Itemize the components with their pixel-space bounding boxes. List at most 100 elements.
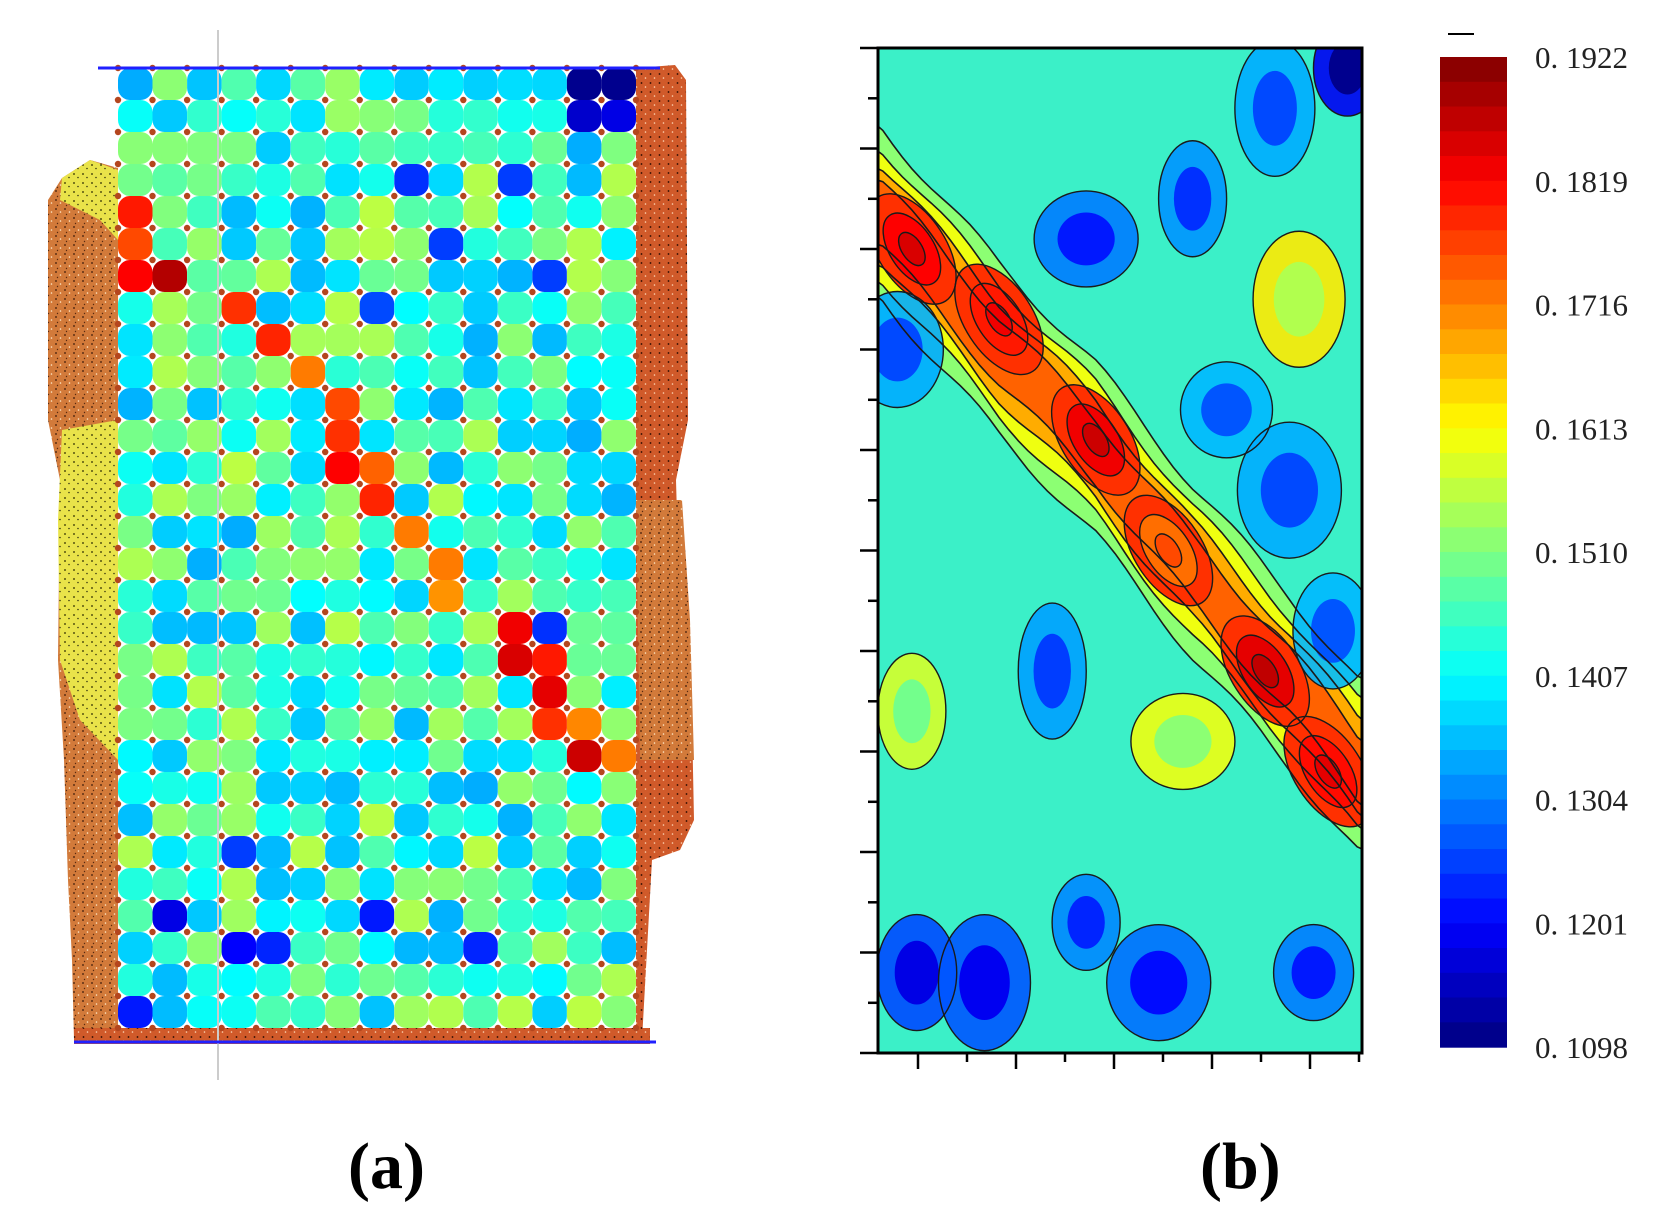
grid-node [218, 288, 225, 296]
cell [152, 932, 187, 964]
cell [118, 132, 153, 164]
cell [152, 292, 187, 324]
cell [497, 452, 533, 484]
cell [256, 516, 291, 548]
cell [566, 228, 602, 260]
cell [118, 420, 153, 452]
cell [256, 228, 291, 260]
grid-node [529, 160, 536, 168]
grid-node [425, 736, 432, 744]
grid-node [632, 736, 640, 744]
cell [290, 420, 326, 452]
cell [359, 388, 395, 420]
grid-node [632, 352, 640, 360]
grid-node [529, 640, 536, 648]
grid-node [632, 576, 640, 584]
grid-node [425, 288, 432, 296]
grid-node [287, 928, 294, 936]
grid-node [598, 256, 605, 264]
contour-line [937, 913, 1032, 1052]
grid-node [287, 160, 294, 168]
cell [290, 356, 326, 388]
grid-node [183, 896, 191, 904]
cell [601, 964, 636, 996]
cell [359, 164, 395, 196]
grid-node [494, 512, 502, 520]
grid-node [529, 416, 536, 424]
grid-node [632, 928, 640, 936]
cell [601, 516, 636, 548]
cell [256, 548, 291, 580]
grid-node [183, 384, 191, 392]
grid-node [218, 256, 225, 264]
grid-node [529, 256, 536, 264]
colorbar-step [1440, 774, 1507, 801]
grid-node [425, 800, 432, 808]
cell [497, 164, 533, 196]
grid-node [149, 864, 156, 872]
colorbar-tick-label: 0. 1716 [1535, 288, 1628, 323]
grid-node [598, 192, 605, 200]
cell [118, 484, 153, 516]
cell [325, 516, 360, 548]
grid-node [425, 320, 432, 328]
grid-node [632, 992, 640, 1000]
grid-node [114, 352, 122, 360]
panel-b-contours [878, 48, 1362, 1052]
cell [221, 996, 257, 1028]
grid-node [460, 608, 467, 616]
cell [566, 580, 602, 612]
contour-line [1272, 923, 1355, 1022]
grid-node [529, 480, 536, 488]
cell [359, 964, 395, 996]
grid-node [322, 256, 329, 264]
grid-node [252, 672, 260, 680]
grid-node [391, 128, 398, 136]
contour-line [1251, 653, 1280, 689]
grid-node [149, 800, 156, 808]
cell [187, 260, 222, 292]
cell [601, 644, 636, 676]
grid-node [252, 416, 260, 424]
cell [325, 676, 360, 708]
cell [118, 644, 153, 676]
contour-line [897, 231, 926, 267]
cell [290, 708, 326, 740]
cell [566, 612, 602, 644]
cell [256, 836, 291, 868]
grid-node [632, 768, 640, 776]
grid-node [149, 512, 156, 520]
grid-node [494, 928, 502, 936]
cell [290, 548, 326, 580]
grid-node [218, 128, 225, 136]
grid-node [149, 576, 156, 584]
grid-node [356, 384, 363, 392]
cell [325, 708, 360, 740]
cell [428, 388, 464, 420]
cell [428, 356, 464, 388]
grid-node [494, 224, 502, 232]
grid-node [563, 960, 571, 968]
grid-node [356, 672, 363, 680]
grid-node [218, 352, 225, 360]
colorbar-tick-label: 0. 1922 [1535, 40, 1628, 75]
grid-node [391, 384, 398, 392]
grid-node [391, 736, 398, 744]
cell [463, 484, 498, 516]
grid-node [494, 448, 502, 456]
grid-node [563, 160, 571, 168]
cell [152, 580, 187, 612]
grid-node [460, 960, 467, 968]
cell [221, 132, 257, 164]
grid-node [529, 608, 536, 616]
cell [325, 932, 360, 964]
contour-line [985, 302, 1013, 337]
grid-node [425, 672, 432, 680]
grid-node [218, 544, 225, 552]
grid-node [287, 320, 294, 328]
grid-node [598, 800, 605, 808]
grid-node [563, 672, 571, 680]
cell [256, 772, 291, 804]
cell [118, 900, 153, 932]
contour-line [878, 652, 947, 770]
